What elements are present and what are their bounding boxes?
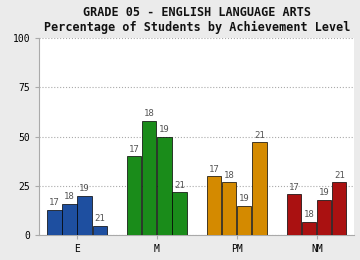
Bar — [252, 142, 266, 235]
Bar — [302, 222, 316, 235]
Bar — [207, 176, 221, 235]
Text: 21: 21 — [94, 214, 105, 223]
Bar — [157, 136, 171, 235]
Bar — [222, 182, 237, 235]
Text: 18: 18 — [304, 210, 315, 219]
Text: 17: 17 — [289, 183, 300, 192]
Bar — [62, 204, 77, 235]
Bar — [237, 206, 252, 235]
Text: 21: 21 — [254, 131, 265, 140]
Bar — [172, 192, 186, 235]
Text: 17: 17 — [129, 145, 140, 154]
Title: GRADE 05 - ENGLISH LANGUAGE ARTS
Percentage of Students by Achievement Level: GRADE 05 - ENGLISH LANGUAGE ARTS Percent… — [44, 5, 350, 34]
Bar — [77, 196, 91, 235]
Text: 21: 21 — [174, 180, 185, 190]
Text: 17: 17 — [209, 165, 220, 174]
Text: 19: 19 — [159, 125, 170, 134]
Bar — [48, 210, 62, 235]
Text: 19: 19 — [239, 194, 250, 203]
Bar — [143, 121, 157, 235]
Text: 17: 17 — [49, 198, 60, 207]
Bar — [93, 225, 107, 235]
Bar — [332, 182, 346, 235]
Text: 18: 18 — [64, 192, 75, 202]
Text: 19: 19 — [319, 188, 330, 197]
Bar — [127, 156, 141, 235]
Text: 19: 19 — [79, 185, 90, 193]
Text: 18: 18 — [144, 109, 155, 118]
Bar — [317, 200, 332, 235]
Text: 18: 18 — [224, 171, 235, 180]
Text: 21: 21 — [334, 171, 345, 180]
Bar — [287, 194, 301, 235]
